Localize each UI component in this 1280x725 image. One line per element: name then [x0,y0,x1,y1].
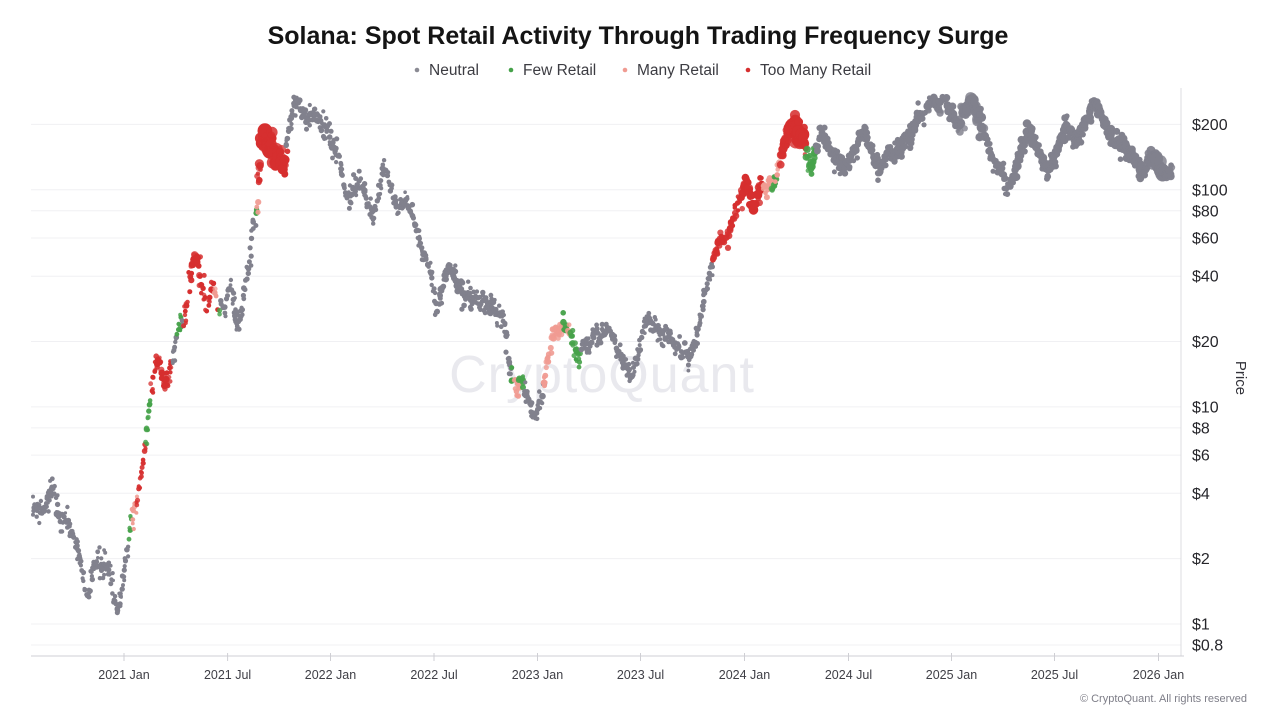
svg-text:© CryptoQuant. All rights rese: © CryptoQuant. All rights reserved [1080,693,1247,705]
svg-text:Neutral: Neutral [429,62,479,79]
svg-text:Many Retail: Many Retail [637,62,719,79]
svg-text:2025 Jan: 2025 Jan [926,668,977,682]
svg-text:$0.8: $0.8 [1192,638,1223,655]
svg-text:Too Many Retail: Too Many Retail [760,62,871,79]
svg-text:2021 Jan: 2021 Jan [98,668,149,682]
svg-text:Solana: Spot Retail Activity T: Solana: Spot Retail Activity Through Tra… [268,22,1009,50]
svg-text:Price: Price [1232,361,1249,395]
svg-text:CryptoQuant: CryptoQuant [449,346,755,404]
svg-text:$10: $10 [1192,399,1219,416]
svg-text:$60: $60 [1192,231,1219,248]
svg-text:2024 Jan: 2024 Jan [719,668,770,682]
svg-text:$6: $6 [1192,448,1210,465]
svg-text:2022 Jul: 2022 Jul [410,668,457,682]
svg-text:2022 Jan: 2022 Jan [305,668,356,682]
svg-text:$80: $80 [1192,203,1219,220]
svg-text:$200: $200 [1192,117,1228,134]
svg-text:2025 Jul: 2025 Jul [1031,668,1078,682]
svg-text:$100: $100 [1192,182,1228,199]
svg-text:$20: $20 [1192,334,1219,351]
svg-text:$1: $1 [1192,617,1210,634]
svg-text:2026 Jan: 2026 Jan [1133,668,1184,682]
svg-text:2021 Jul: 2021 Jul [204,668,251,682]
svg-text:$8: $8 [1192,420,1210,437]
svg-text:2023 Jul: 2023 Jul [617,668,664,682]
svg-text:Few Retail: Few Retail [523,62,596,79]
svg-text:2023 Jan: 2023 Jan [512,668,563,682]
svg-text:2024 Jul: 2024 Jul [825,668,872,682]
svg-text:$2: $2 [1192,551,1210,568]
svg-text:$40: $40 [1192,269,1219,286]
svg-text:$4: $4 [1192,486,1210,503]
